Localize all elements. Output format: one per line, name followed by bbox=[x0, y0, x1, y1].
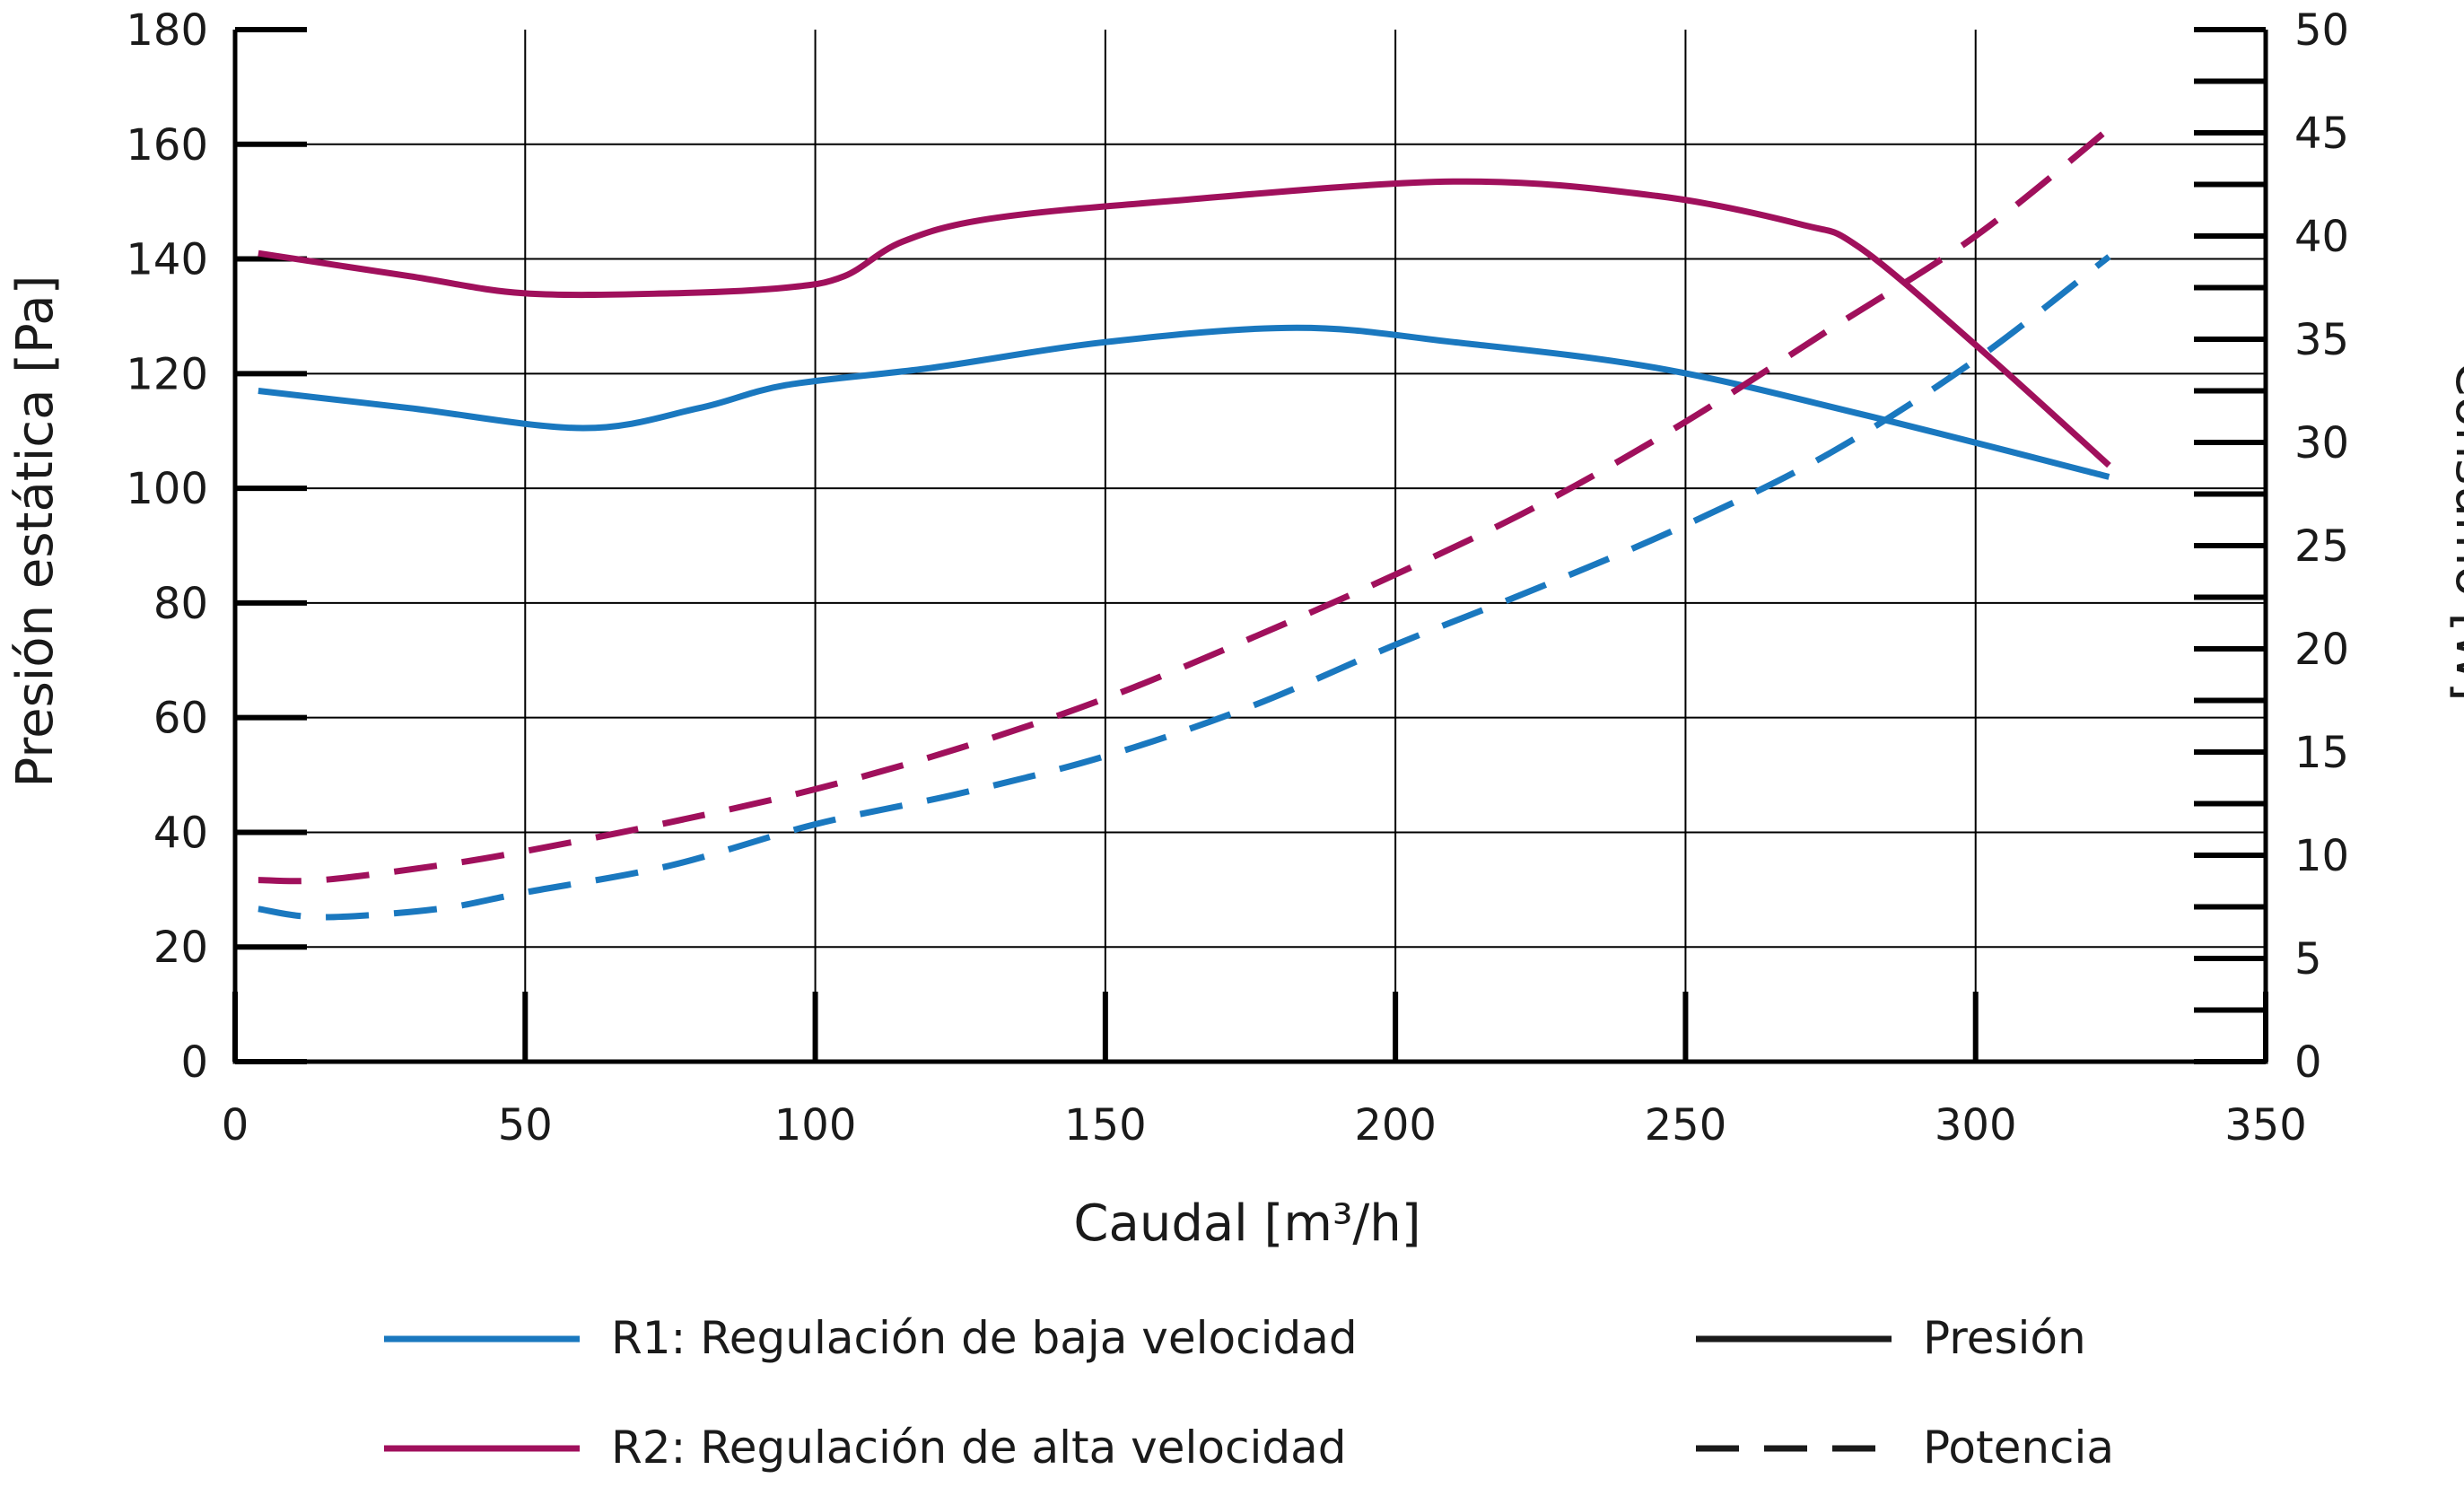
y-left-tick-label: 100 bbox=[126, 464, 208, 514]
y-left-tick-label: 140 bbox=[126, 235, 208, 285]
grid bbox=[235, 30, 2266, 1062]
x-tick-label: 250 bbox=[1645, 1100, 1727, 1150]
tick-marks bbox=[232, 27, 2268, 1064]
x-tick-label: 350 bbox=[2224, 1100, 2307, 1150]
y-right-tick-label: 15 bbox=[2294, 728, 2349, 778]
x-tick-label: 50 bbox=[498, 1100, 553, 1150]
x-tick-label: 100 bbox=[774, 1100, 857, 1150]
series-lines bbox=[258, 126, 2111, 921]
y-left-tick-label: 160 bbox=[126, 120, 208, 171]
legend: R1: Regulación de baja velocidad Presión R… bbox=[384, 1312, 2114, 1474]
x-tick-label: 300 bbox=[1935, 1100, 2017, 1150]
x-tick-label: 150 bbox=[1064, 1100, 1147, 1150]
y-left-axis-title: Presión estática [Pa] bbox=[6, 276, 65, 788]
x-tick-label: 200 bbox=[1354, 1100, 1437, 1150]
y-left-tick-label: 120 bbox=[126, 349, 208, 399]
axis-frame bbox=[232, 30, 2268, 1064]
y-right-tick-label: 45 bbox=[2294, 109, 2349, 159]
legend-label: R2: Regulación de alta velocidad bbox=[611, 1422, 1346, 1474]
y-left-tick-label: 180 bbox=[126, 5, 208, 56]
y-right-tick-label: 20 bbox=[2294, 625, 2349, 675]
y-right-tick-label: 50 bbox=[2294, 5, 2349, 56]
y-left-tick-label: 80 bbox=[153, 579, 208, 629]
x-axis-title: Caudal [m³/h] bbox=[1073, 1194, 1420, 1253]
series-r2-presión-line bbox=[258, 178, 2111, 468]
legend-label: Presión bbox=[1923, 1312, 2086, 1364]
y-left-tick-label: 0 bbox=[180, 1037, 208, 1088]
y-left-tick-label: 40 bbox=[153, 808, 208, 858]
series-r2-potencia-line bbox=[258, 126, 2111, 885]
series-r1-presión-line bbox=[258, 324, 2110, 480]
y-right-tick-label: 30 bbox=[2294, 418, 2349, 468]
y-right-tick-label: 5 bbox=[2294, 934, 2322, 984]
x-tick-label: 0 bbox=[222, 1100, 249, 1150]
y-right-axis-title: Consumo [W] bbox=[2444, 361, 2464, 701]
y-left-tick-label: 60 bbox=[153, 694, 208, 744]
y-right-tick-label: 0 bbox=[2294, 1037, 2322, 1088]
axes bbox=[232, 30, 2268, 1064]
y-right-tick-label: 40 bbox=[2294, 212, 2349, 262]
y-left-tick-label: 20 bbox=[153, 923, 208, 973]
series-r1-potencia-line bbox=[258, 254, 2111, 921]
y-right-tick-label: 35 bbox=[2294, 315, 2349, 365]
y-right-tick-label: 25 bbox=[2294, 521, 2349, 572]
legend-label: R1: Regulación de baja velocidad bbox=[611, 1312, 1358, 1364]
legend-label: Potencia bbox=[1923, 1422, 2114, 1474]
tick-labels: 0 50 100 150 200 250 300 3500204060801001201401… bbox=[126, 5, 2349, 1150]
y-right-tick-label: 10 bbox=[2294, 831, 2349, 881]
